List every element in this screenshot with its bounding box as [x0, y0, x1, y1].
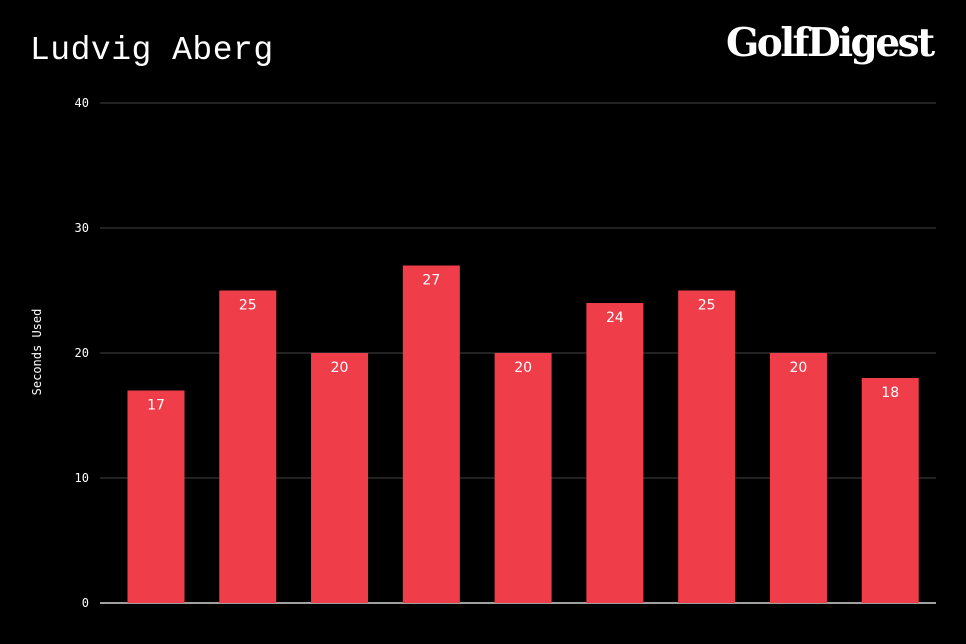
bar-value-label: 25 [239, 298, 257, 314]
y-tick-label: 30 [75, 221, 89, 235]
bar [769, 353, 827, 603]
y-tick-label: 20 [75, 346, 89, 360]
bar-value-label: 20 [790, 360, 808, 376]
bar-value-label: 20 [514, 360, 532, 376]
bars [127, 265, 919, 603]
bar [219, 290, 277, 603]
bar-value-label: 24 [606, 310, 624, 326]
bar-value-label: 27 [422, 273, 440, 289]
y-tick-label: 40 [75, 96, 89, 110]
y-tick-label: 10 [75, 471, 89, 485]
data-labels: 17 25 20 27 20 24 25 20 18 [147, 273, 899, 414]
bar [127, 390, 185, 603]
bar-value-label: 25 [698, 298, 716, 314]
chart-title: Ludvig Aberg [30, 32, 274, 69]
bar-value-label: 20 [331, 360, 349, 376]
y-tick-label: 0 [82, 596, 89, 610]
bar [861, 378, 919, 603]
bar-value-label: 17 [147, 398, 165, 414]
bar [402, 265, 460, 603]
bar-value-label: 18 [881, 385, 899, 401]
bar [678, 290, 736, 603]
golf-digest-logo: GolfDigest [726, 20, 935, 66]
y-axis-label: Seconds Used [30, 309, 44, 396]
bar [586, 303, 644, 603]
bar [311, 353, 369, 603]
bar [494, 353, 552, 603]
y-axis-ticks: 0 10 20 30 40 [75, 96, 89, 610]
